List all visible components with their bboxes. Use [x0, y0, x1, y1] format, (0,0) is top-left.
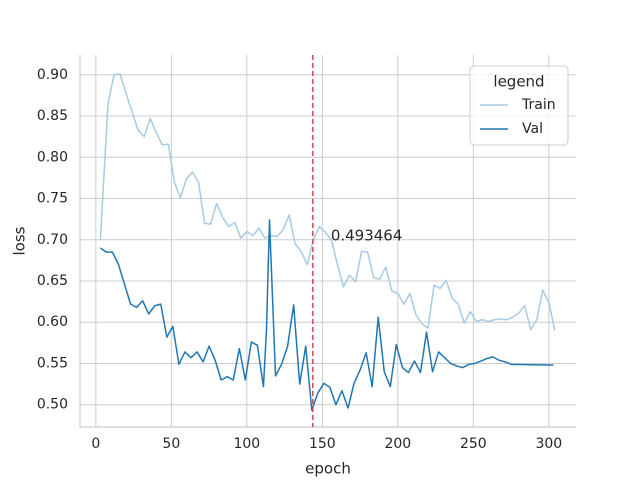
y-tick-label: 0.60: [37, 314, 68, 330]
y-tick-label: 0.80: [37, 149, 68, 165]
y-axis-label: loss: [11, 226, 29, 255]
legend-title: legend: [493, 73, 544, 91]
x-tick-label: 200: [384, 436, 411, 452]
x-tick-label: 0: [91, 436, 100, 452]
y-tick-label: 0.85: [37, 108, 68, 124]
x-tick-label: 250: [460, 436, 487, 452]
y-tick-label: 0.90: [37, 67, 68, 83]
legend-label: Val: [522, 121, 543, 137]
x-tick-label: 150: [309, 436, 336, 452]
y-tick-label: 0.65: [37, 273, 68, 289]
x-axis-label: epoch: [305, 460, 351, 478]
y-tick-label: 0.55: [37, 355, 68, 371]
line-series: [99, 73, 556, 331]
legend-box: [469, 65, 569, 146]
annotation: 0.493464: [331, 227, 403, 245]
x-tick-label: 300: [535, 436, 562, 452]
x-tick-label: 50: [162, 436, 180, 452]
y-tick-label: 0.50: [37, 397, 68, 413]
legend-label: Train: [521, 97, 556, 113]
y-tick-label: 0.75: [37, 191, 68, 207]
y-tick-label: 0.70: [37, 232, 68, 248]
x-tick-label: 100: [233, 436, 260, 452]
line-series: [99, 219, 554, 411]
